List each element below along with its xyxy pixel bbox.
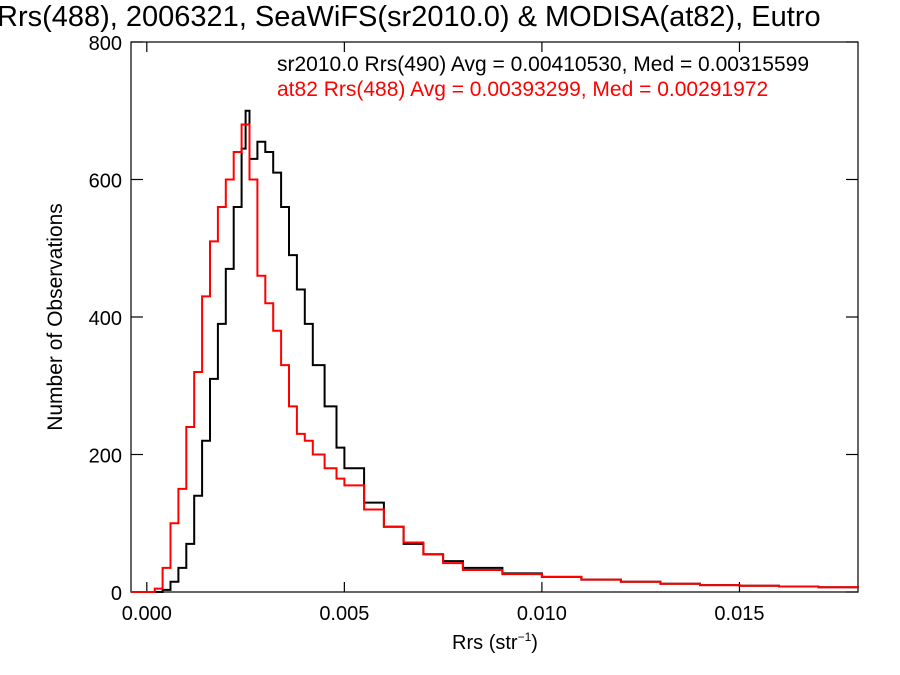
legend-entry-sr2010: sr2010.0 Rrs(490) Avg = 0.00410530, Med … [277, 53, 809, 76]
x-axis-label: Rrs (str−1) [452, 630, 538, 654]
x-tick-label: 0.005 [319, 603, 369, 625]
x-tick-label: 0.010 [517, 603, 567, 625]
series-line-at82 [131, 123, 859, 593]
y-tick-label: 0 [111, 583, 122, 605]
y-axis: 0 200 400 600 800 [89, 33, 858, 605]
y-axis-label: Number of Observations [44, 203, 67, 431]
y-tick-label: 600 [89, 171, 122, 193]
legend-entry-at82: at82 Rrs(488) Avg = 0.00393299, Med = 0.… [277, 78, 768, 101]
y-tick-label: 400 [89, 308, 122, 330]
plot-frame [130, 41, 859, 593]
series-layer [131, 109, 859, 593]
x-axis: 0.000 0.005 0.010 0.015 [122, 42, 764, 625]
y-tick-label: 200 [89, 446, 122, 468]
series-line-sr2010 [131, 109, 859, 593]
y-tick-label: 800 [89, 33, 122, 55]
x-tick-label: 0.015 [714, 603, 764, 625]
x-tick-label: 0.000 [122, 603, 172, 625]
chart-title: Rrs(488), 2006321, SeaWiFS(sr2010.0) & M… [0, 1, 821, 33]
